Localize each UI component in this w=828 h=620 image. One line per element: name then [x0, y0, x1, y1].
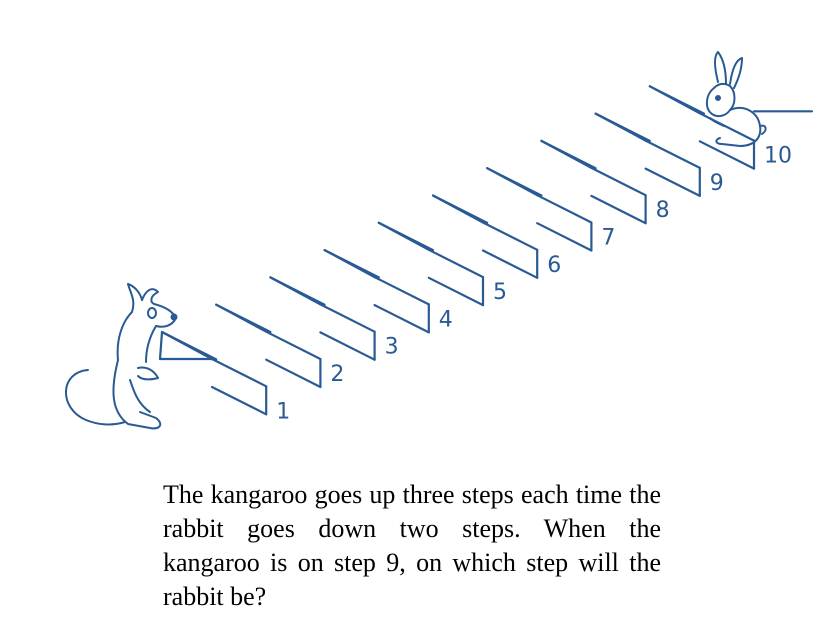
staircase [158, 85, 814, 416]
step-tread-front-7 [536, 194, 593, 224]
step-tread-front-3 [319, 303, 376, 333]
rabbit-illustration [706, 51, 767, 147]
step-tread-front-10 [698, 112, 756, 142]
step-tread-side-10 [648, 85, 701, 115]
step-riser-base-5 [427, 276, 485, 307]
step-tread-front-5 [427, 248, 485, 279]
step-tread-side-9 [594, 112, 647, 142]
step-number-4: 4 [439, 307, 453, 332]
step-riser-base-3 [319, 331, 376, 361]
bottom-landing-back [158, 330, 164, 361]
kangaroo-illustration [65, 283, 178, 430]
step-tread-side-8 [540, 139, 593, 169]
step-tread-front-4 [373, 276, 430, 306]
step-tread-side-2 [215, 303, 268, 333]
step-tread-side-5 [377, 221, 430, 251]
step-number-1: 1 [276, 399, 290, 424]
step-number-5: 5 [493, 280, 507, 305]
step-riser-base-8 [590, 194, 647, 225]
step-number-10: 10 [764, 144, 792, 169]
step-number-8: 8 [656, 198, 670, 223]
step-riser-base-2 [265, 358, 322, 389]
step-numbers: 1 2 3 4 5 6 7 8 9 10 [276, 144, 792, 425]
step-tread-front-6 [481, 221, 539, 251]
step-riser-base-6 [481, 249, 539, 279]
step-number-3: 3 [385, 335, 399, 360]
step-number-6: 6 [547, 253, 561, 278]
step-riser-base-1 [210, 385, 268, 416]
step-number-7: 7 [601, 226, 615, 251]
step-tread-side-3 [269, 276, 322, 306]
step-tread-side-6 [431, 194, 485, 224]
step-riser-base-9 [644, 167, 701, 197]
step-number-2: 2 [330, 362, 344, 387]
step-tread-side-1 [160, 330, 214, 361]
step-tread-front-2 [265, 330, 322, 361]
step-tread-front-8 [590, 166, 647, 197]
step-number-9: 9 [710, 171, 724, 196]
step-riser-base-4 [373, 304, 430, 334]
step-riser-base-10 [698, 140, 756, 170]
step-tread-front-1 [210, 357, 268, 388]
staircase-figure: 1 2 3 4 5 6 7 8 9 10 [65, 51, 814, 430]
step-riser-base-7 [536, 222, 593, 252]
step-tread-side-4 [323, 249, 376, 279]
question-text: The kangaroo goes up three steps each ti… [163, 480, 661, 611]
step-tread-side-7 [486, 167, 539, 197]
step-tread-front-9 [644, 139, 701, 169]
